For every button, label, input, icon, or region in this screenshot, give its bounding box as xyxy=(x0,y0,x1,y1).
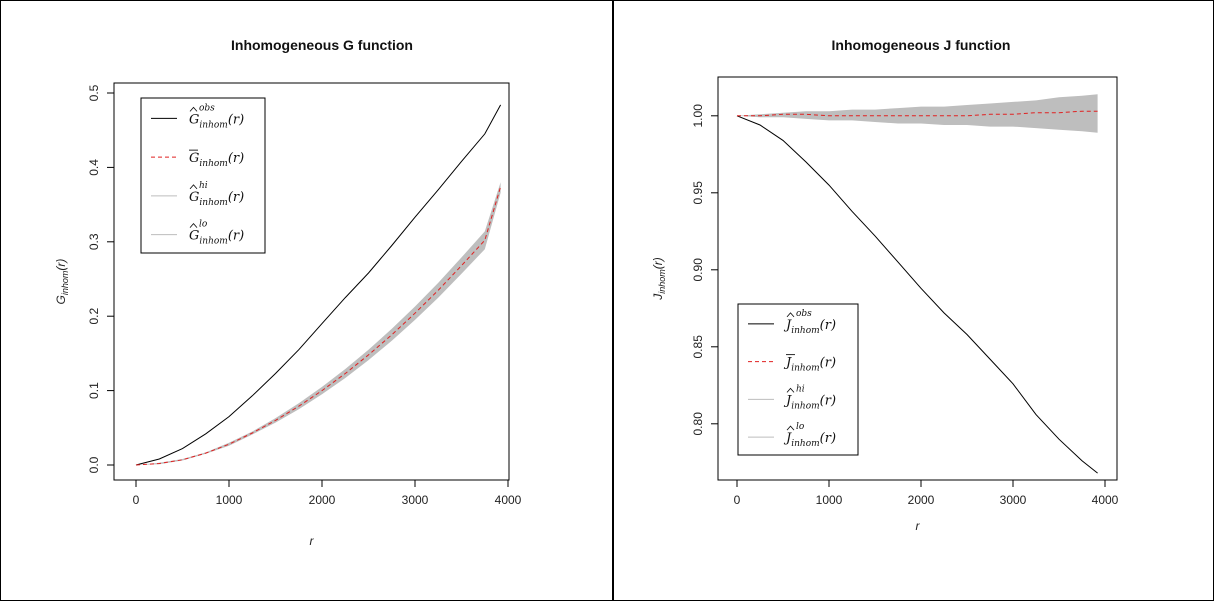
g-x-tick-label: 4000 xyxy=(495,493,522,507)
j-y-tick-label: 0.80 xyxy=(691,412,705,436)
j-x-tick-label: 1000 xyxy=(816,493,843,507)
g-legend-entry: Ginhom(r) xyxy=(189,229,244,247)
g-series-theoretical-line xyxy=(135,186,502,466)
j-series-observed-line xyxy=(736,115,1098,474)
g-x-tick-label: 0 xyxy=(133,493,140,507)
j-legend-entry: Jinhom(r) xyxy=(783,431,836,449)
g-x-tick-label: 1000 xyxy=(216,493,243,507)
j-chart-title: Inhomogeneous J function xyxy=(832,37,1011,53)
j-legend-entry: Jinhom(r) xyxy=(783,318,836,336)
j-legend-hat-accent xyxy=(786,387,795,393)
j-x-tick-label: 4000 xyxy=(1092,493,1119,507)
j-y-tick-label: 0.90 xyxy=(691,258,705,282)
g-y-tick-label: 0.4 xyxy=(87,159,101,176)
j-y-tick-label: 1.00 xyxy=(691,104,705,128)
j-series-theoretical-line xyxy=(737,110,1098,117)
g-x-axis-label: r xyxy=(310,534,315,548)
j-x-tick-label: 2000 xyxy=(908,493,935,507)
g-y-tick-label: 0.0 xyxy=(87,456,101,473)
panel-divider xyxy=(612,0,614,601)
j-y-tick-label: 0.85 xyxy=(691,335,705,359)
j-x-axis-label: r xyxy=(916,519,921,533)
j-plot-box xyxy=(717,76,1118,481)
g-legend-hat-accent xyxy=(189,106,198,112)
g-legend-entry: Ginhom(r) xyxy=(189,151,244,169)
g-legend-superscript: lo xyxy=(199,220,208,230)
g-y-tick-label: 0.2 xyxy=(87,308,101,325)
g-plot-box xyxy=(113,82,510,481)
j-legend-hat-accent xyxy=(786,425,795,431)
j-x-tick-label: 3000 xyxy=(1000,493,1027,507)
g-x-tick-label: 3000 xyxy=(402,493,429,507)
j-legend-hat-accent xyxy=(786,312,795,318)
g-legend-entry: Ginhom(r) xyxy=(189,190,244,208)
j-function-chart: Inhomogeneous J function 0 1000 2000 3000 400… xyxy=(651,37,1119,533)
g-y-tick-label: 0.1 xyxy=(87,382,101,399)
j-legend-superscript: obs xyxy=(796,309,812,319)
g-x-tick-label: 2000 xyxy=(309,493,336,507)
g-legend-hat-accent xyxy=(189,222,198,228)
g-legend-superscript: obs xyxy=(199,103,215,113)
j-legend-superscript: hi xyxy=(796,384,805,394)
j-legend-entry: Jinhom(r) xyxy=(783,393,836,411)
g-chart-title: Inhomogeneous G function xyxy=(231,37,413,53)
g-legend-superscript: hi xyxy=(199,181,208,191)
j-legend-box xyxy=(737,303,859,456)
j-envelope-band xyxy=(737,94,1098,133)
g-legend-hat-accent xyxy=(189,184,198,190)
g-function-chart: Inhomogeneous G function 0 1000 2000 3000 400… xyxy=(54,37,522,548)
g-legend-entry: Ginhom(r) xyxy=(189,112,244,130)
j-x-tick-label: 0 xyxy=(734,493,741,507)
j-legend-entry: Jinhom(r) xyxy=(783,356,836,374)
g-y-tick-label: 0.5 xyxy=(87,84,101,101)
j-legend-superscript: lo xyxy=(796,422,805,432)
g-series-observed-line xyxy=(135,104,502,466)
g-y-tick-label: 0.3 xyxy=(87,233,101,250)
j-y-axis-label: Jinhom(r) xyxy=(651,257,667,301)
j-y-tick-label: 0.95 xyxy=(691,181,705,205)
g-y-axis-label: Ginhom(r) xyxy=(54,259,70,305)
g-legend-box xyxy=(140,97,266,254)
